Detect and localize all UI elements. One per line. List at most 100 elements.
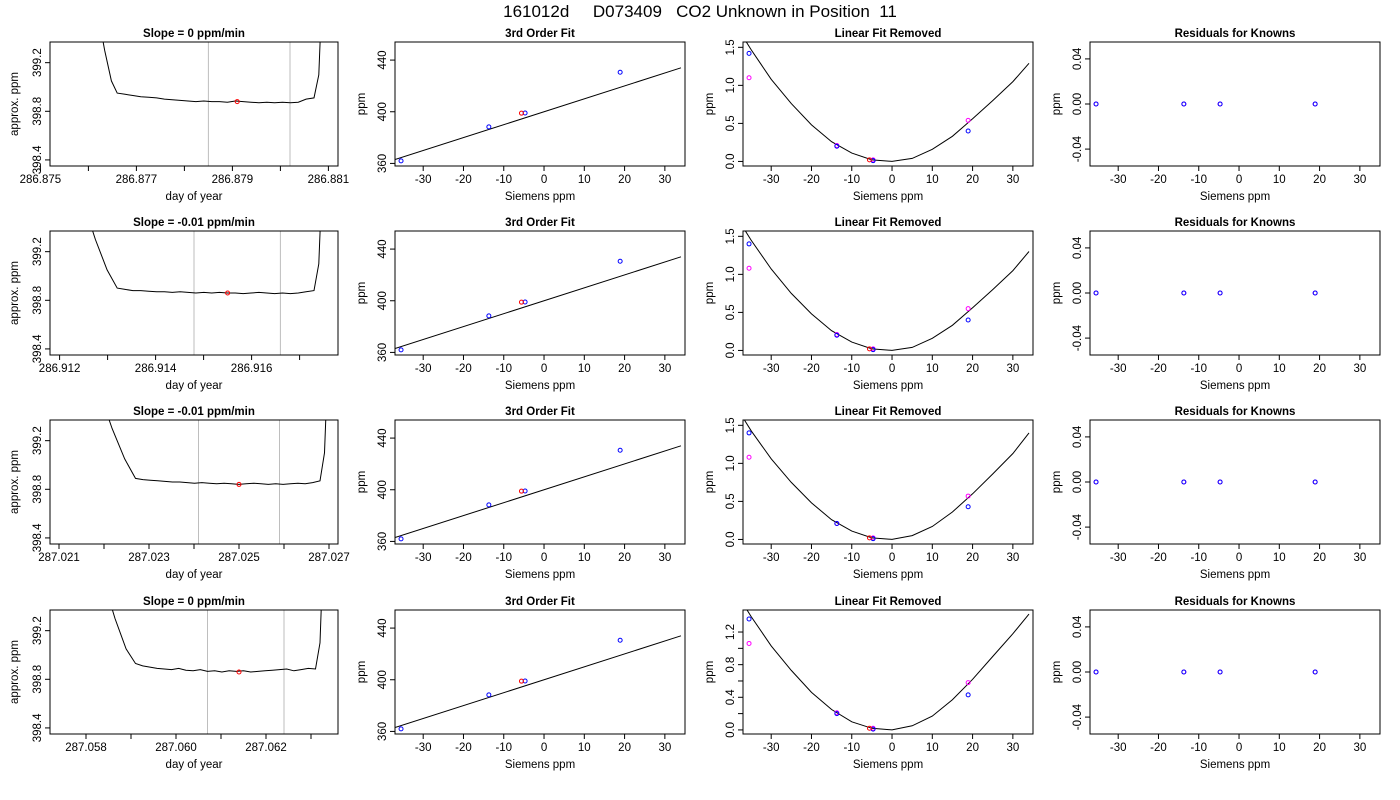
x-tick-label: 286.877 — [116, 174, 158, 186]
x-tick-label: 287.025 — [218, 552, 260, 564]
plot-frame — [1089, 230, 1381, 356]
panel-title: 3rd Order Fit — [505, 28, 575, 40]
known-point — [1312, 669, 1318, 675]
x-tick-label: -30 — [763, 552, 780, 564]
x-tick-label: -30 — [763, 742, 780, 754]
x-tick-label: 0 — [889, 552, 895, 564]
panel-title: 3rd Order Fit — [505, 217, 575, 229]
known-point — [1093, 290, 1099, 296]
plot-frame — [742, 419, 1034, 545]
unknown-point — [518, 110, 524, 116]
panel-title: Slope = 0 ppm/min — [143, 28, 245, 40]
x-tick-label: 0 — [541, 742, 547, 754]
x-tick-label: -20 — [455, 552, 472, 564]
y-axis-label: approx. ppm — [9, 450, 21, 514]
x-tick-label: 20 — [1313, 742, 1326, 754]
x-tick-label: -10 — [843, 552, 860, 564]
known-point — [746, 430, 752, 436]
x-tick-label: 10 — [578, 742, 591, 754]
x-tick-label: 20 — [1313, 552, 1326, 564]
x-tick-label: 0 — [889, 363, 895, 375]
panel-fit-row-2: 3rd Order Fit -30 -20 -10 0 10 20 30 360 400 440 Si… — [356, 217, 686, 392]
y-tick-label: 399.2 — [32, 48, 44, 77]
data-layer — [745, 42, 1030, 164]
x-tick-label: -20 — [1150, 742, 1167, 754]
fit-curve — [746, 610, 1030, 731]
x-axis-label: Siemens ppm — [1200, 191, 1270, 203]
y-axis-label: ppm — [356, 93, 368, 115]
unknown-point — [236, 481, 242, 487]
x-axis-label: Siemens ppm — [505, 759, 575, 771]
unknown-point — [866, 157, 872, 163]
x-tick-label: 0 — [541, 363, 547, 375]
fit-line — [395, 445, 682, 539]
fit-line — [395, 635, 682, 729]
y-axis-label: ppm — [1051, 471, 1063, 493]
x-tick-label: -30 — [1110, 742, 1127, 754]
y-axis-label: ppm — [704, 282, 716, 304]
known-point — [486, 502, 492, 508]
y-tick-label: 1.5 — [725, 39, 737, 55]
panel-title: Slope = 0 ppm/min — [143, 596, 245, 608]
x-tick-label: -20 — [455, 174, 472, 186]
known-point — [965, 317, 971, 323]
fit-curve — [745, 42, 1030, 162]
panel-fit-row-1: 3rd Order Fit -30 -20 -10 0 10 20 30 360 400 440 Si… — [356, 28, 686, 203]
known-point — [1181, 101, 1187, 107]
plot-frame — [1089, 419, 1381, 545]
x-tick-label: 0 — [541, 552, 547, 564]
y-tick-label: 398.4 — [32, 334, 44, 363]
y-tick-label: 0.0 — [725, 531, 737, 547]
y-tick-label: 0.04 — [1072, 236, 1084, 259]
x-tick-label: 20 — [618, 742, 631, 754]
plot-frame — [394, 41, 686, 167]
known-point — [617, 258, 623, 264]
panel-residuals-row-4: Residuals for Knowns -30 -20 -10 0 10 20 30 -0.0… — [1051, 596, 1381, 771]
known-point — [398, 347, 404, 353]
plot-frame — [742, 609, 1034, 735]
y-tick-label: 1.0 — [725, 266, 737, 282]
x-tick-label: 30 — [1006, 742, 1019, 754]
panel-title: Slope = -0.01 ppm/min — [133, 217, 255, 229]
known-point — [398, 726, 404, 732]
panel-residuals-row-2: Residuals for Knowns -30 -20 -10 0 10 20 30 -0.0… — [1051, 217, 1381, 392]
y-axis-label: ppm — [704, 93, 716, 115]
data-layer — [1093, 290, 1318, 296]
x-tick-label: 0 — [1236, 174, 1242, 186]
x-tick-label: -20 — [803, 552, 820, 564]
y-tick-label: 398.8 — [32, 665, 44, 694]
y-axis-label: approx. ppm — [9, 261, 21, 325]
plot-frame — [1089, 609, 1381, 735]
x-tick-label: 287.062 — [245, 742, 287, 754]
y-tick-label: 0.0 — [725, 153, 737, 169]
x-tick-label: 30 — [1353, 552, 1366, 564]
x-tick-label: 10 — [1273, 174, 1286, 186]
x-tick-label: 10 — [578, 363, 591, 375]
x-tick-label: 287.027 — [308, 552, 350, 564]
y-tick-label: 0.00 — [1072, 93, 1084, 115]
x-tick-label: 30 — [1353, 742, 1366, 754]
y-axis-label: ppm — [704, 471, 716, 493]
y-tick-label: 440 — [377, 50, 389, 69]
known-point — [1093, 669, 1099, 675]
y-axis-label: ppm — [1051, 93, 1063, 115]
x-tick-label: 10 — [926, 174, 939, 186]
data-layer — [111, 610, 322, 675]
x-tick-label: 0 — [541, 174, 547, 186]
y-tick-label: 0.0 — [725, 342, 737, 358]
y-tick-label: 399.2 — [32, 426, 44, 455]
x-tick-label: 10 — [578, 552, 591, 564]
y-tick-label: 400 — [377, 480, 389, 499]
x-tick-label: -10 — [843, 742, 860, 754]
unknown-point — [866, 535, 872, 541]
known-point — [486, 124, 492, 130]
y-axis-label: ppm — [1051, 661, 1063, 683]
panel-time-series-row-1: Slope = 0 ppm/min 286.875 286.877 286.879 28… — [9, 28, 349, 203]
y-tick-label: 360 — [377, 154, 389, 173]
y-tick-label: 0.00 — [1072, 471, 1084, 493]
y-tick-label: 1.0 — [725, 77, 737, 93]
x-tick-label: -10 — [495, 174, 512, 186]
x-tick-label: 287.058 — [65, 742, 107, 754]
y-axis-label: ppm — [356, 471, 368, 493]
